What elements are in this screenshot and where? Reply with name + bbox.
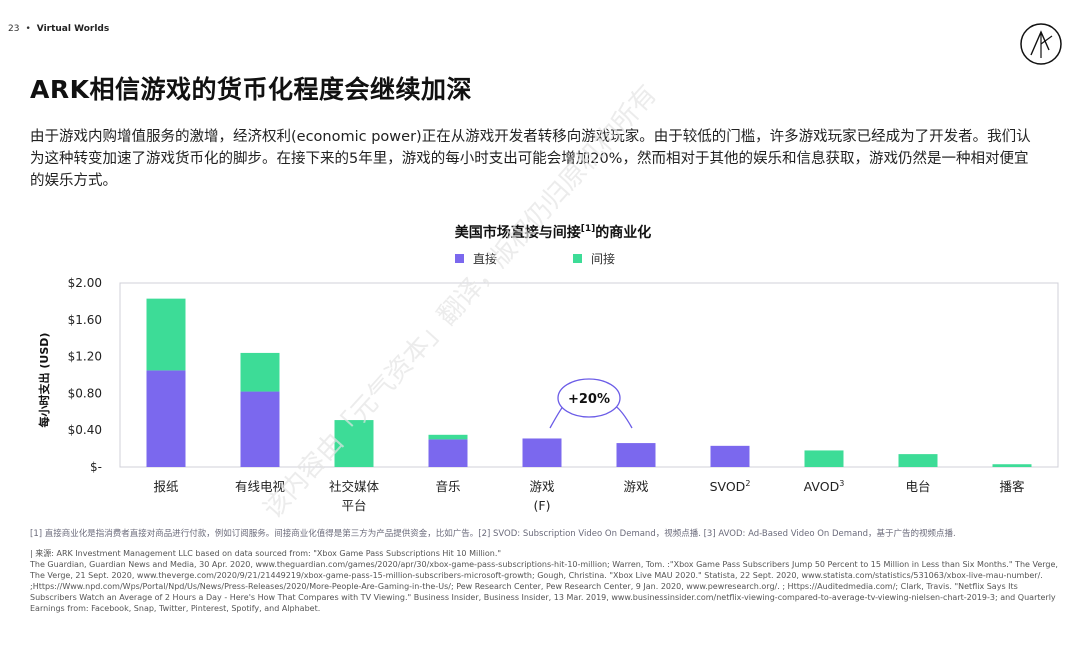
y-tick-label: $1.60 <box>68 313 102 327</box>
bar-indirect <box>804 450 844 467</box>
callout-bubble <box>557 378 621 418</box>
x-tick-label: 播客 <box>999 479 1025 494</box>
legend-label-2: 间接 <box>591 251 615 266</box>
y-axis-label: 每小时支出 (USD) <box>37 333 51 428</box>
chart-legend: 直接 间接 <box>455 251 615 266</box>
x-tick-label: AVOD3 <box>804 479 845 494</box>
bar-indirect <box>240 352 280 392</box>
bar-direct <box>146 370 186 467</box>
commercialization-chart: 美国市场直接与间接[1]的商业化 直接 间接 $-$0.40$0.80$1.20$… <box>37 224 1059 513</box>
bar-direct <box>428 439 468 467</box>
ark-logo-icon <box>1020 23 1062 65</box>
x-tick-label: 电台 <box>905 479 930 494</box>
chart-title-main: 美国市场直接与间接 <box>455 224 581 241</box>
chart-title-suffix: 的商业化 <box>595 224 651 241</box>
source-line-2: The Guardian, Guardian News and Media, 3… <box>30 560 1058 613</box>
bar-indirect <box>334 420 374 467</box>
growth-callout: +20% <box>549 378 633 429</box>
x-tick-label: 社交媒体 <box>329 479 380 494</box>
bar-direct <box>710 445 750 467</box>
page-header: 23 • Virtual Worlds <box>8 24 109 34</box>
y-tick-label: $2.00 <box>68 276 102 290</box>
legend-label-1: 直接 <box>473 251 497 266</box>
bar-indirect <box>146 298 186 371</box>
bar-direct <box>240 391 280 467</box>
footnote: [1] 直接商业化是指消费者直接对商品进行付款，例如订阅服务。间接商业化值得是第… <box>30 529 956 539</box>
page-number: 23 <box>8 24 20 34</box>
source-line-1: | 来源: ARK Investment Management LLC base… <box>30 549 502 558</box>
body-paragraph: 由于游戏内购增值服务的激增，经济权利(economic power)正在从游戏开… <box>30 129 1031 189</box>
callout-arc-right <box>613 404 633 429</box>
section-name: Virtual Worlds <box>36 24 110 34</box>
source-block: | 来源: ARK Investment Management LLC base… <box>30 548 1065 614</box>
x-tick-label: 游戏 <box>529 479 554 494</box>
x-tick-label: 音乐 <box>435 479 460 494</box>
header-bullet: • <box>25 24 31 34</box>
legend-swatch-1 <box>455 254 464 263</box>
y-axis: $- $0.40 $0.80 $1.20 $1.60 $2.00 <box>68 276 102 474</box>
y-tick-label: $- <box>90 460 102 474</box>
bar-indirect <box>992 464 1032 467</box>
x-tick-label: 游戏 <box>623 479 648 494</box>
y-tick-label: $0.40 <box>68 423 102 437</box>
bar-indirect <box>428 434 468 440</box>
plot-frame <box>119 282 1059 468</box>
chart-title: 美国市场直接与间接[1]的商业化 <box>455 224 652 241</box>
x-tick-label: 有线电视 <box>235 479 286 494</box>
y-tick-label: $0.80 <box>68 386 102 400</box>
y-tick-label: $1.20 <box>68 350 102 364</box>
callout-arc-left <box>549 404 565 429</box>
callout-text: +20% <box>568 392 610 407</box>
bar-direct <box>616 443 656 467</box>
x-tick-label: SVOD2 <box>710 479 751 494</box>
x-tick-label-line2: 平台 <box>341 498 366 513</box>
legend-swatch-2 <box>573 254 582 263</box>
bar-indirect <box>898 454 938 467</box>
bars-group <box>146 298 1032 467</box>
page-title: ARK相信游戏的货币化程度会继续加深 <box>30 75 472 104</box>
x-tick-label: 报纸 <box>153 479 179 494</box>
chart-title-sup: [1] <box>581 224 596 234</box>
bar-direct <box>522 438 562 467</box>
x-tick-label-line2: (F) <box>534 498 551 513</box>
